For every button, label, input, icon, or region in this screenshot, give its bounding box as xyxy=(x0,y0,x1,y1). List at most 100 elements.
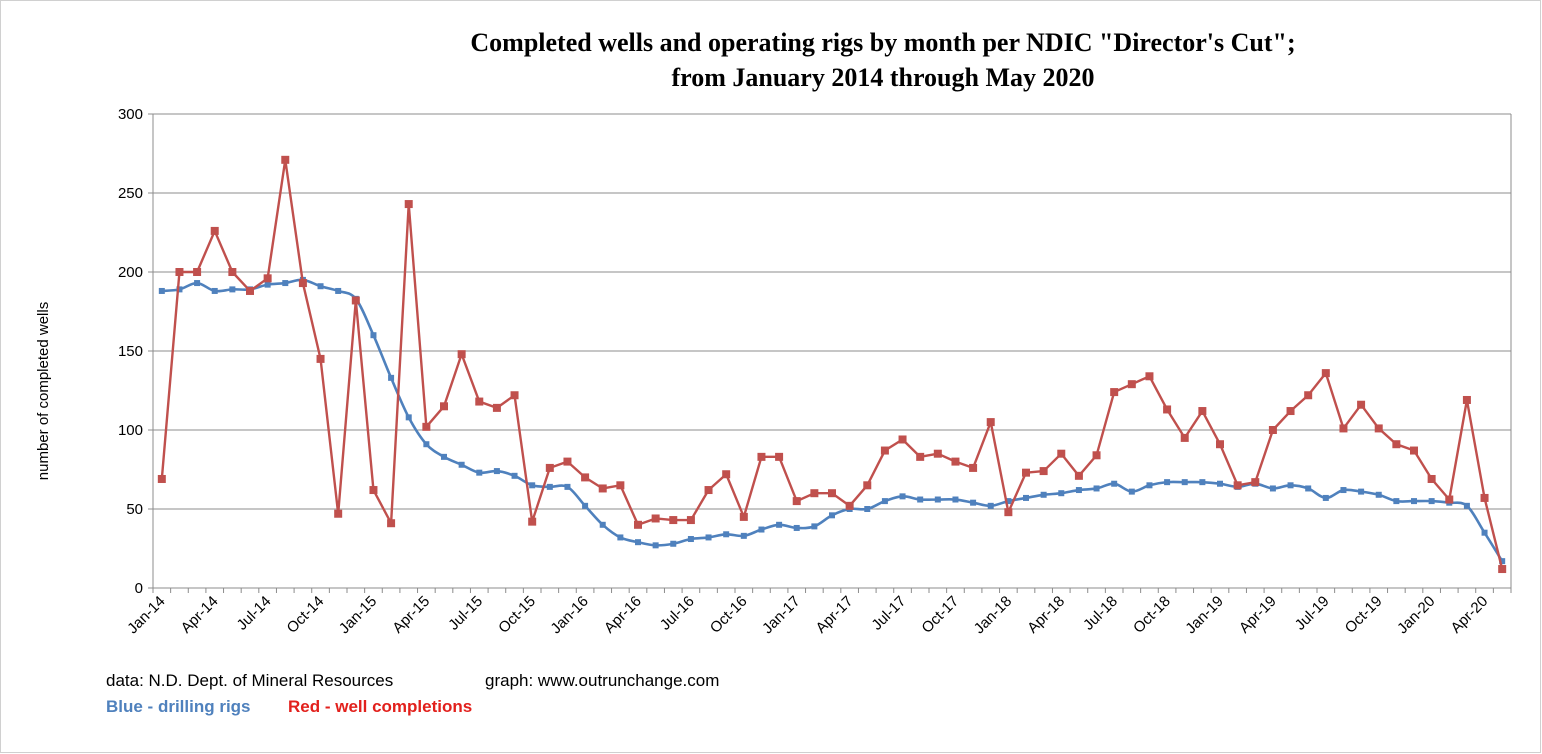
marker-well-completions-18 xyxy=(475,397,484,406)
marker-drilling-rigs-54 xyxy=(1111,480,1118,487)
marker-drilling-rigs-46 xyxy=(970,499,977,506)
y-tick-label-150: 150 xyxy=(118,343,143,360)
marker-drilling-rigs-28 xyxy=(652,542,659,549)
y-tick-label-0: 0 xyxy=(135,580,143,597)
marker-well-completions-14 xyxy=(404,200,413,209)
marker-well-completions-37 xyxy=(810,489,819,498)
series-line-drilling-rigs xyxy=(161,278,1504,562)
marker-well-completions-3 xyxy=(210,226,219,235)
marker-drilling-rigs-36 xyxy=(793,524,800,531)
marker-drilling-rigs-20 xyxy=(511,472,518,479)
marker-well-completions-68 xyxy=(1357,400,1366,409)
marker-drilling-rigs-27 xyxy=(635,539,641,546)
marker-drilling-rigs-72 xyxy=(1428,498,1435,505)
y-axis-label: number of completed wells xyxy=(35,302,52,480)
marker-well-completions-53 xyxy=(1092,451,1101,460)
marker-well-completions-4 xyxy=(228,268,237,276)
marker-drilling-rigs-9 xyxy=(317,283,324,290)
marker-drilling-rigs-14 xyxy=(405,414,412,421)
marker-well-completions-43 xyxy=(916,452,925,461)
marker-well-completions-55 xyxy=(1127,380,1136,389)
graph-credit: graph: www.outrunchange.com xyxy=(485,671,719,690)
marker-well-completions-0 xyxy=(157,474,166,483)
marker-drilling-rigs-42 xyxy=(899,493,906,500)
marker-well-completions-38 xyxy=(828,489,836,498)
x-tick-label-oct-17: Oct-17 xyxy=(918,593,962,637)
marker-drilling-rigs-10 xyxy=(335,287,342,294)
marker-well-completions-45 xyxy=(951,457,960,466)
marker-well-completions-46 xyxy=(969,463,978,472)
marker-well-completions-23 xyxy=(563,457,572,466)
marker-well-completions-20 xyxy=(510,391,519,400)
marker-drilling-rigs-21 xyxy=(529,482,536,489)
marker-drilling-rigs-35 xyxy=(776,521,783,528)
x-tick-label-jan-20: Jan-20 xyxy=(1394,593,1438,637)
marker-well-completions-76 xyxy=(1498,565,1507,574)
marker-drilling-rigs-22 xyxy=(546,483,553,490)
marker-well-completions-30 xyxy=(686,516,695,525)
marker-drilling-rigs-32 xyxy=(723,531,730,538)
marker-drilling-rigs-4 xyxy=(229,286,236,293)
marker-drilling-rigs-57 xyxy=(1164,479,1171,486)
marker-drilling-rigs-16 xyxy=(441,453,447,460)
marker-drilling-rigs-65 xyxy=(1305,485,1312,492)
marker-drilling-rigs-64 xyxy=(1287,482,1294,489)
marker-well-completions-1 xyxy=(175,268,184,276)
marker-well-completions-34 xyxy=(757,452,766,461)
marker-drilling-rigs-43 xyxy=(917,496,924,503)
x-tick-label-apr-15: Apr-15 xyxy=(389,593,433,637)
marker-well-completions-2 xyxy=(193,268,202,276)
x-tick-label-jul-17: Jul-17 xyxy=(868,593,909,634)
marker-well-completions-48 xyxy=(1004,508,1013,517)
legend-red: Red - well completions xyxy=(288,697,472,716)
x-tick-label-apr-16: Apr-16 xyxy=(601,593,645,637)
legend-blue: Blue - drilling rigs xyxy=(106,697,251,716)
x-tick-label-oct-14: Oct-14 xyxy=(284,593,328,637)
marker-well-completions-31 xyxy=(704,486,713,495)
marker-drilling-rigs-25 xyxy=(599,521,606,528)
marker-drilling-rigs-34 xyxy=(758,526,765,533)
marker-drilling-rigs-47 xyxy=(987,502,994,509)
marker-drilling-rigs-63 xyxy=(1269,485,1276,492)
x-tick-label-apr-14: Apr-14 xyxy=(178,593,222,637)
x-tick-label-jan-17: Jan-17 xyxy=(759,593,803,637)
marker-drilling-rigs-50 xyxy=(1040,491,1047,498)
x-tick-label-apr-17: Apr-17 xyxy=(813,593,857,637)
marker-well-completions-64 xyxy=(1286,407,1295,416)
x-tick-label-jul-14: Jul-14 xyxy=(234,593,275,634)
x-tick-label-jul-19: Jul-19 xyxy=(1292,593,1333,634)
marker-well-completions-35 xyxy=(775,452,784,461)
marker-well-completions-8 xyxy=(298,279,307,288)
marker-well-completions-15 xyxy=(422,422,431,431)
marker-drilling-rigs-26 xyxy=(617,534,624,541)
x-tick-label-apr-19: Apr-19 xyxy=(1236,593,1280,637)
marker-drilling-rigs-55 xyxy=(1128,488,1135,495)
x-tick-label-jul-15: Jul-15 xyxy=(445,593,486,634)
marker-well-completions-51 xyxy=(1057,449,1066,458)
marker-well-completions-61 xyxy=(1233,481,1242,490)
marker-drilling-rigs-56 xyxy=(1146,482,1153,489)
marker-drilling-rigs-70 xyxy=(1393,498,1400,505)
marker-well-completions-44 xyxy=(933,449,942,458)
marker-drilling-rigs-24 xyxy=(582,502,589,509)
marker-well-completions-62 xyxy=(1251,478,1260,487)
marker-drilling-rigs-23 xyxy=(564,483,571,490)
y-axis-ticks: 0 50 100 150 200 250 300 xyxy=(118,106,153,597)
marker-drilling-rigs-1 xyxy=(176,286,183,293)
y-tick-label-50: 50 xyxy=(126,501,143,518)
marker-drilling-rigs-6 xyxy=(264,281,271,288)
marker-drilling-rigs-12 xyxy=(370,332,377,339)
marker-drilling-rigs-19 xyxy=(493,468,500,475)
x-tick-label-jan-16: Jan-16 xyxy=(547,593,591,637)
marker-well-completions-72 xyxy=(1427,474,1436,483)
marker-drilling-rigs-15 xyxy=(423,441,430,448)
marker-drilling-rigs-2 xyxy=(194,280,201,287)
marker-well-completions-16 xyxy=(440,402,448,411)
marker-drilling-rigs-40 xyxy=(864,506,871,512)
marker-well-completions-6 xyxy=(263,274,272,283)
x-tick-label-jul-18: Jul-18 xyxy=(1080,593,1121,634)
marker-drilling-rigs-75 xyxy=(1481,529,1488,536)
x-tick-label-jan-14: Jan-14 xyxy=(124,593,168,637)
marker-well-completions-22 xyxy=(545,463,554,472)
